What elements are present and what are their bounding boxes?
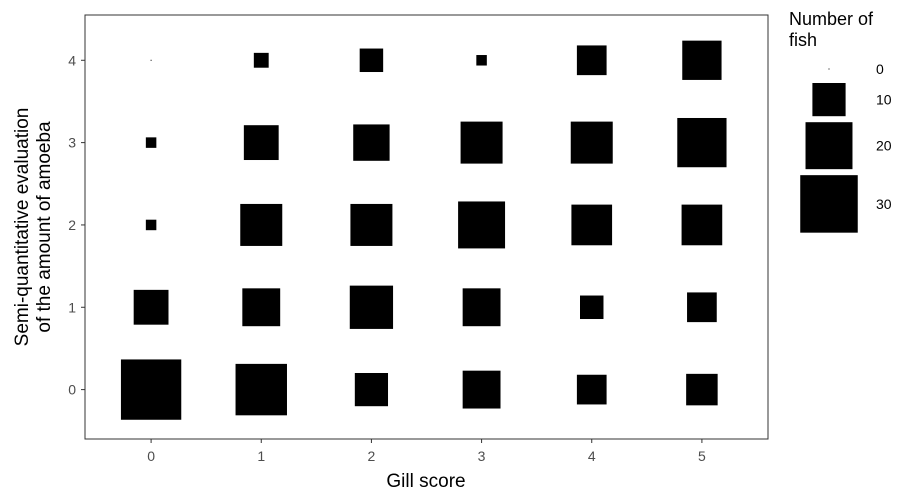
legend-key — [800, 175, 858, 233]
marker-point — [462, 370, 501, 409]
x-tick-label: 5 — [698, 448, 706, 464]
y-tick-label: 2 — [68, 217, 76, 233]
legend-keys: 0 10 20 30 — [800, 61, 892, 233]
y-axis-title-line-2: of the amount of amoeba — [34, 121, 55, 333]
plot-panel — [84, 14, 769, 440]
marker-point — [476, 55, 487, 66]
y-axis-title-line-1: Semi-quantitative evaluation — [12, 108, 33, 347]
marker-point — [253, 52, 269, 68]
marker-point — [458, 201, 506, 249]
marker-point — [349, 285, 394, 329]
marker-point — [580, 295, 604, 320]
marker-point — [133, 289, 169, 325]
legend-key — [812, 83, 846, 117]
legend-key — [828, 68, 830, 70]
legend-label: 20 — [876, 138, 892, 154]
x-tick-label: 2 — [368, 448, 376, 464]
marker-point — [353, 124, 390, 161]
marker-point — [570, 121, 613, 164]
marker-point — [571, 204, 613, 246]
marker-point — [677, 117, 727, 168]
marker-point — [687, 292, 717, 323]
legend-key — [805, 122, 853, 170]
x-tick-label: 0 — [147, 448, 155, 464]
marker-point — [145, 219, 157, 231]
marker-point — [576, 374, 607, 405]
x-tick-label: 1 — [257, 448, 265, 464]
marker-point — [576, 45, 607, 76]
marker-point — [681, 204, 723, 246]
marker-point — [350, 203, 393, 246]
x-tick-label: 4 — [588, 448, 596, 464]
x-tick-label: 3 — [478, 448, 486, 464]
y-tick-label: 4 — [68, 52, 76, 68]
legend-label: 10 — [876, 92, 892, 108]
marker-point — [243, 125, 279, 161]
legend-title-line-2: fish — [789, 30, 817, 50]
marker-point — [120, 359, 182, 420]
marker-point — [354, 373, 389, 407]
marker-point — [686, 373, 718, 406]
legend-label: 30 — [876, 196, 892, 212]
y-tick-label: 0 — [68, 382, 76, 398]
marker-point — [145, 137, 157, 148]
marker-point — [150, 59, 152, 61]
legend: Number of fish 0 10 20 30 — [789, 9, 892, 233]
marker-point — [242, 288, 281, 327]
y-axis-title: Semi-quantitative evaluation of the amou… — [12, 108, 55, 347]
x-axis: 0 1 2 3 4 5 — [147, 439, 706, 464]
marker-point — [462, 288, 501, 327]
marker-point — [240, 203, 283, 246]
marker-point — [460, 121, 503, 164]
y-tick-label: 3 — [68, 135, 76, 151]
marker-point — [235, 363, 287, 416]
markers-layer — [120, 40, 727, 420]
y-axis: 0 1 2 3 4 — [68, 52, 85, 398]
legend-title-line-1: Number of — [789, 9, 874, 29]
y-tick-label: 1 — [68, 299, 76, 315]
x-axis-title: Gill score — [386, 471, 465, 492]
marker-point — [359, 48, 384, 73]
marker-point — [682, 40, 722, 80]
legend-label: 0 — [876, 61, 884, 77]
